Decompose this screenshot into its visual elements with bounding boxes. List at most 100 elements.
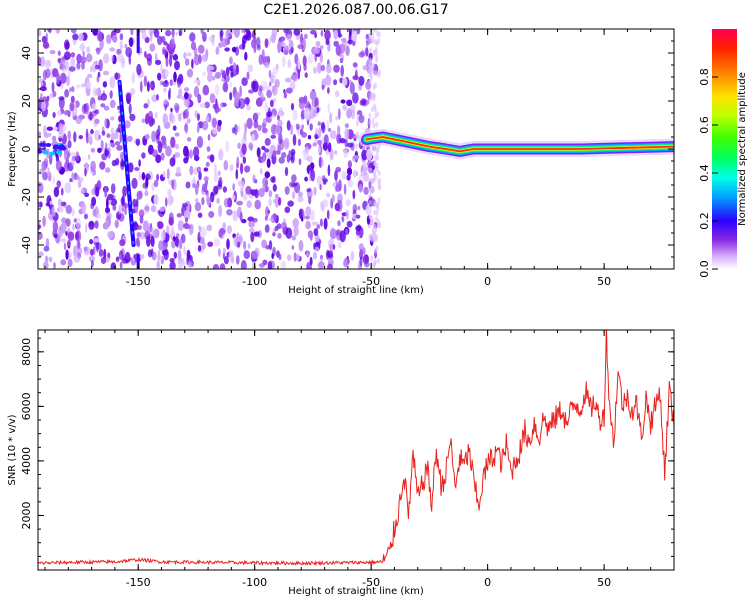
noise-blob bbox=[165, 145, 172, 157]
noise-blob bbox=[289, 155, 294, 161]
noise-blob bbox=[313, 67, 317, 74]
noise-blob bbox=[90, 147, 96, 153]
noise-blob bbox=[141, 172, 146, 181]
noise-blob bbox=[274, 193, 279, 199]
noise-blob bbox=[321, 123, 326, 134]
noise-blob bbox=[272, 232, 276, 237]
noise-blob bbox=[52, 126, 58, 131]
noise-blob bbox=[117, 105, 121, 110]
noise-blob bbox=[264, 137, 271, 146]
noise-blob bbox=[58, 122, 63, 135]
noise-blob bbox=[358, 114, 365, 124]
noise-blob bbox=[308, 107, 316, 119]
noise-blob bbox=[86, 53, 93, 63]
noise-blob bbox=[124, 43, 128, 49]
y-tick-label: -40 bbox=[20, 236, 33, 254]
noise-blob bbox=[183, 98, 190, 107]
snr-x-label: Height of straight line (km) bbox=[288, 586, 424, 597]
noise-blob bbox=[334, 150, 338, 155]
noise-blob bbox=[109, 76, 116, 89]
noise-blob bbox=[103, 105, 110, 111]
noise-blob bbox=[250, 80, 256, 90]
noise-blob bbox=[115, 72, 118, 81]
noise-blob bbox=[114, 141, 121, 146]
noise-blob bbox=[202, 71, 206, 77]
noise-blob bbox=[183, 245, 187, 255]
noise-blob bbox=[305, 206, 312, 217]
noise-blob bbox=[252, 261, 257, 269]
noise-blob bbox=[374, 236, 378, 243]
noise-blob bbox=[90, 129, 94, 135]
noise-blob bbox=[213, 163, 217, 175]
noise-blob bbox=[189, 165, 194, 176]
noise-blob bbox=[252, 217, 258, 223]
y-tick-label: 40 bbox=[20, 46, 33, 60]
noise-blob bbox=[134, 167, 140, 171]
noise-blob bbox=[56, 72, 60, 85]
noise-blob bbox=[153, 29, 160, 38]
noise-blob bbox=[81, 61, 85, 70]
colorbar-tick-label: 0.2 bbox=[698, 212, 711, 230]
noise-blob bbox=[157, 221, 164, 230]
noise-blob bbox=[76, 175, 80, 181]
noise-blob bbox=[310, 30, 317, 35]
colorbar-tick-label: 0.6 bbox=[698, 116, 711, 134]
noise-blob bbox=[377, 31, 381, 38]
noise-blob bbox=[136, 190, 143, 200]
noise-blob bbox=[122, 185, 127, 197]
noise-blob bbox=[55, 150, 62, 155]
noise-blob bbox=[53, 233, 58, 239]
noise-blob bbox=[94, 220, 99, 229]
noise-blob bbox=[198, 225, 201, 231]
noise-blob bbox=[272, 184, 277, 192]
noise-blob bbox=[169, 157, 176, 167]
noise-blob bbox=[64, 89, 69, 98]
noise-blob bbox=[174, 105, 180, 114]
noise-blob bbox=[198, 54, 202, 64]
noise-blob bbox=[253, 231, 260, 237]
noise-blob bbox=[286, 120, 291, 131]
noise-blob bbox=[126, 135, 133, 142]
spectrogram-x-label: Height of straight line (km) bbox=[288, 285, 424, 296]
noise-blob bbox=[51, 206, 56, 217]
noise-blob bbox=[375, 245, 379, 252]
noise-blob bbox=[214, 71, 222, 79]
noise-blob bbox=[239, 211, 243, 222]
noise-blob bbox=[90, 248, 94, 256]
noise-blob bbox=[248, 219, 255, 228]
noise-blob bbox=[43, 261, 49, 269]
noise-blob bbox=[131, 177, 138, 189]
noise-blob bbox=[343, 258, 348, 268]
noise-blob bbox=[81, 103, 88, 115]
noise-blob bbox=[102, 81, 108, 88]
noise-blob bbox=[63, 242, 67, 251]
noise-blob bbox=[70, 29, 77, 34]
noise-blob bbox=[289, 181, 296, 188]
noise-blob bbox=[40, 80, 43, 87]
noise-blob bbox=[350, 110, 356, 120]
noise-blob bbox=[372, 145, 376, 152]
noise-blob bbox=[278, 197, 282, 206]
noise-blob bbox=[251, 38, 257, 49]
noise-blob bbox=[291, 235, 297, 241]
noise-blob bbox=[180, 261, 186, 267]
noise-blob bbox=[136, 225, 142, 230]
snr-y-ticks: 2000 4000 6000 8000 bbox=[20, 337, 674, 557]
noise-blob bbox=[327, 164, 331, 177]
noise-blob bbox=[142, 220, 149, 232]
noise-blob bbox=[114, 29, 121, 34]
noise-blob bbox=[369, 64, 373, 71]
noise-blob bbox=[316, 62, 322, 74]
noise-blob bbox=[193, 46, 198, 56]
noise-blob bbox=[184, 87, 190, 92]
noise-blob bbox=[38, 182, 44, 194]
noise-blob bbox=[298, 158, 302, 166]
noise-blob bbox=[178, 73, 184, 85]
noise-blob bbox=[174, 152, 181, 158]
x-tick-label: -100 bbox=[242, 275, 267, 288]
noise-blob bbox=[186, 249, 191, 260]
noise-blob bbox=[323, 134, 329, 146]
noise-blob bbox=[252, 112, 259, 122]
noise-blob bbox=[165, 197, 168, 207]
noise-blob bbox=[136, 232, 142, 238]
